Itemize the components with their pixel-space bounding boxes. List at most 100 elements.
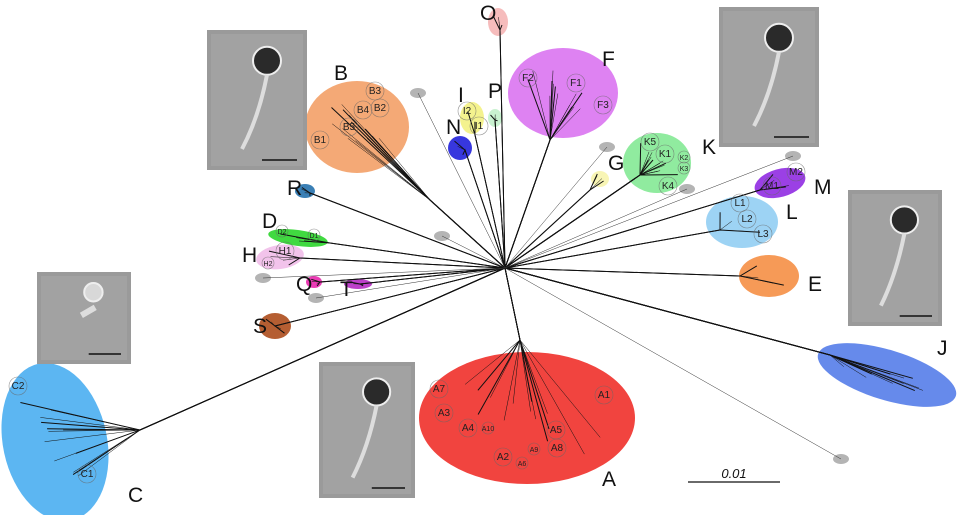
- subcluster-a8-label: A8: [551, 443, 564, 454]
- subcluster-outline: [658, 176, 678, 196]
- subcluster-c1-label: C1: [81, 469, 94, 480]
- subcluster-outline: [730, 193, 750, 213]
- subcluster-outline: [737, 209, 757, 229]
- subcluster-a7-label: A7: [433, 384, 446, 395]
- subcluster-b1-label: B1: [314, 135, 327, 146]
- subcluster-outline: [593, 95, 613, 115]
- subcluster-outline: [655, 144, 675, 164]
- cluster-j-region: [817, 343, 957, 407]
- subcluster-b5-label: B5: [343, 122, 356, 133]
- branch-i: [474, 121, 506, 269]
- subcluster-outline: [677, 161, 691, 175]
- subcluster-outline: [753, 224, 773, 244]
- branch-singleton: [504, 188, 688, 269]
- subcluster-outline: [8, 376, 28, 396]
- cluster-e-region: [739, 255, 799, 297]
- branch-b: [378, 138, 506, 269]
- subcluster-k2-label: K2: [680, 155, 689, 162]
- cluster-n-label: N: [446, 116, 461, 139]
- cluster-m-region: [754, 167, 806, 199]
- subcluster-outline: [370, 98, 390, 118]
- branch-d: [303, 240, 506, 269]
- subcluster-outline: [275, 241, 295, 261]
- branch-singleton: [441, 235, 506, 269]
- cluster-r-label: R: [287, 177, 302, 200]
- subcluster-d2-label: D2: [278, 229, 287, 236]
- branch-a: [504, 267, 601, 438]
- branch-t: [358, 267, 506, 287]
- subcluster-h2-label: H2: [264, 261, 273, 268]
- subcluster-outline: [594, 385, 614, 405]
- branch-k: [504, 171, 658, 269]
- subcluster-i2-label: I2: [463, 106, 472, 117]
- branch-m: [504, 186, 786, 269]
- subcluster-outline: [527, 442, 541, 456]
- cluster-l-label: L: [786, 201, 798, 224]
- subcluster-outline: [275, 224, 289, 238]
- subcluster-a6-label: A6: [518, 461, 527, 468]
- cluster-b-label: B: [334, 62, 348, 85]
- subcluster-a4-label: A4: [462, 423, 475, 434]
- branch-b: [379, 144, 506, 269]
- subcluster-b3-label: B3: [369, 86, 382, 97]
- cluster-k-region: [623, 133, 691, 193]
- cluster-g-region: [591, 171, 609, 187]
- cluster-h-label: H: [242, 244, 257, 267]
- subcluster-m2-label: M2: [789, 167, 803, 178]
- cluster-i-region: [460, 102, 484, 134]
- cluster-e-label: E: [808, 273, 822, 296]
- cluster-o-region: [488, 8, 508, 36]
- branch-l: [504, 212, 721, 269]
- subcluster-d1-label: D1: [310, 233, 319, 240]
- branch-singleton: [417, 92, 506, 269]
- cluster-t-label: T: [340, 278, 353, 301]
- subcluster-outline: [786, 162, 806, 182]
- phage-micrograph-5: [319, 362, 415, 498]
- cluster-n-region: [448, 136, 472, 160]
- phage-micrograph-3: [848, 190, 942, 326]
- branch-singleton: [315, 267, 506, 299]
- subcluster-a10-label: A10: [482, 426, 495, 433]
- branch-r: [309, 192, 506, 269]
- subcluster-a2-label: A2: [497, 452, 510, 463]
- subcluster-f3-label: F3: [597, 100, 609, 111]
- cluster-k-label: K: [702, 136, 716, 159]
- branch-q: [316, 267, 506, 287]
- subcluster-l1-label: L1: [734, 198, 746, 209]
- branch-h: [268, 250, 506, 269]
- subcluster-outline: [640, 132, 660, 152]
- branch-e: [504, 265, 758, 277]
- subcluster-l3-label: L3: [757, 229, 769, 240]
- subcluster-outline: [515, 456, 529, 470]
- subcluster-b2-label: B2: [374, 103, 387, 114]
- subcluster-outline: [458, 418, 478, 438]
- cluster-d-label: D: [262, 210, 277, 233]
- subcluster-outline: [677, 150, 691, 164]
- subcluster-outline: [457, 101, 477, 121]
- cluster-q-label: Q: [296, 273, 312, 296]
- subcluster-f2-label: F2: [522, 73, 534, 84]
- branch-n: [462, 148, 506, 269]
- subcluster-outline: [307, 228, 321, 242]
- subcluster-k3-label: K3: [680, 166, 689, 173]
- cluster-j-label: J: [937, 337, 948, 360]
- subcluster-a3-label: A3: [438, 408, 451, 419]
- branch-l: [504, 229, 761, 269]
- subcluster-outline: [339, 117, 359, 137]
- cluster-g-label: G: [608, 152, 624, 175]
- subcluster-k1-label: K1: [659, 149, 672, 160]
- subcluster-l2-label: L2: [741, 214, 753, 225]
- branch-f: [504, 108, 581, 269]
- subcluster-outline: [547, 438, 567, 458]
- cluster-c-label: C: [128, 484, 143, 507]
- cluster-o-label: O: [480, 2, 496, 25]
- subcluster-h1-label: H1: [279, 246, 292, 257]
- subcluster-outline: [77, 464, 97, 484]
- branch-g: [504, 180, 604, 269]
- branch-p: [490, 114, 506, 269]
- subcluster-f1-label: F1: [570, 78, 582, 89]
- subcluster-outline: [469, 116, 489, 136]
- cluster-l-region: [706, 196, 778, 248]
- branch-o: [499, 24, 506, 269]
